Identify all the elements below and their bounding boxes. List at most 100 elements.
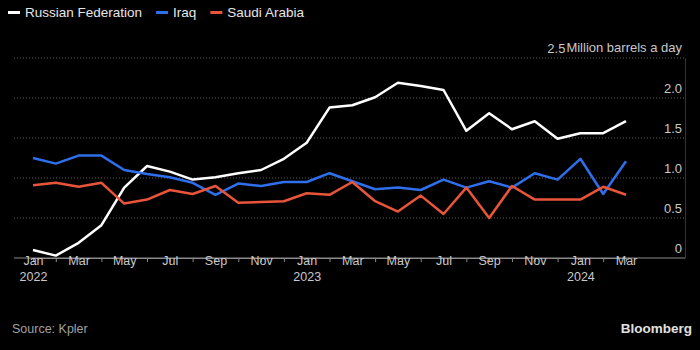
x-tick-label: Jan 2023 xyxy=(293,254,321,284)
x-tick: Sep xyxy=(479,254,501,268)
grid-line xyxy=(14,218,685,219)
x-tick-mark xyxy=(284,258,285,262)
x-tick-label-line: 2023 xyxy=(293,270,321,284)
grid-line xyxy=(14,178,685,179)
x-tick-mark xyxy=(421,258,422,262)
y-tick: 0 xyxy=(675,241,685,259)
x-tick-label-line: 2022 xyxy=(20,270,48,284)
grid-line xyxy=(14,138,685,139)
x-tick: May xyxy=(113,254,137,268)
y-tick: 1.5 xyxy=(664,121,685,139)
x-tick-label: Jan 2024 xyxy=(567,254,595,284)
chart: 0 0.5 1.0 1.5 2.0 2.5Million barrels a day Jan… xyxy=(0,0,700,350)
x-tick xyxy=(421,258,422,262)
x-tick-label-line: May xyxy=(387,254,411,268)
x-tick-label: Nov xyxy=(524,254,547,268)
y-tick: 2.0 xyxy=(664,81,685,99)
y-tick-label: 0.5 xyxy=(664,201,682,216)
legend-item: Saudi Arabia xyxy=(210,5,304,20)
x-tick-mark xyxy=(147,258,148,262)
x-tick-label: Jan2022 xyxy=(20,254,48,284)
x-tick: Jan 2024 xyxy=(567,254,595,284)
x-tick-label: May xyxy=(387,254,411,268)
x-tick-label: Jul xyxy=(162,254,178,268)
lines xyxy=(33,83,626,256)
legend-item: Russian Federation xyxy=(8,5,142,20)
legend-label: Iraq xyxy=(173,5,196,20)
x-tick-label-line: Sep xyxy=(205,254,227,268)
x-tick-mark xyxy=(466,258,467,262)
series-line xyxy=(33,182,626,218)
x-tick-label: Mar xyxy=(616,254,638,268)
x-tick-label-line: Sep xyxy=(479,254,501,268)
x-tick xyxy=(466,258,467,262)
x-tick xyxy=(375,258,376,262)
y-axis-line xyxy=(685,59,686,259)
x-tick: Mar xyxy=(68,254,90,268)
x-tick-mark xyxy=(101,258,102,262)
legend-swatch xyxy=(156,11,168,14)
x-tick xyxy=(238,258,239,262)
legend-label: Saudi Arabia xyxy=(227,5,304,20)
x-tick-mark xyxy=(603,258,604,262)
x-tick: Mar xyxy=(616,254,638,268)
x-tick-label: Mar xyxy=(68,254,90,268)
x-tick-label: May xyxy=(113,254,137,268)
x-tick-label-line: Mar xyxy=(616,254,638,268)
legend-swatch xyxy=(8,11,20,14)
x-tick: Sep xyxy=(205,254,227,268)
x-tick-label: Sep xyxy=(205,254,227,268)
legend-swatch xyxy=(210,11,222,14)
x-tick xyxy=(101,258,102,262)
legend: Russian Federation Iraq Saudi Arabia xyxy=(8,5,304,20)
y-tick-label: 2.5 xyxy=(547,41,565,56)
x-tick-label-line: Jan xyxy=(297,254,317,268)
x-tick xyxy=(284,258,285,262)
grid-line xyxy=(14,98,685,99)
x-tick xyxy=(558,258,559,262)
x-tick: May xyxy=(387,254,411,268)
x-tick xyxy=(603,258,604,262)
x-tick-label-line: Nov xyxy=(524,254,547,268)
x-tick: Nov xyxy=(524,254,547,268)
y-axis: 0 0.5 1.0 1.5 2.0 2.5 xyxy=(547,41,685,259)
series-line xyxy=(33,156,626,195)
series-line xyxy=(33,83,626,256)
x-tick-label-line: May xyxy=(113,254,137,268)
x-tick xyxy=(512,258,513,262)
y-tick-label: 1.5 xyxy=(664,121,682,136)
y-tick-label: 1.0 xyxy=(664,161,682,176)
grid-line xyxy=(14,58,685,59)
y-tick: 0.5 xyxy=(664,201,685,219)
y-tick-label: 2.0 xyxy=(664,81,682,96)
x-tick-mark xyxy=(56,258,57,262)
x-tick-mark xyxy=(238,258,239,262)
x-tick-label-line: Mar xyxy=(68,254,90,268)
x-tick-label-line: 2024 xyxy=(567,270,595,284)
x-tick-label: Nov xyxy=(250,254,273,268)
x-tick: Mar xyxy=(342,254,364,268)
x-axis: Jan2022MarMayJulSepNovJan2023MarMayJulSe… xyxy=(20,254,638,284)
x-tick: Jul xyxy=(436,254,452,268)
x-tick-label: Sep xyxy=(479,254,501,268)
source: Source: Kpler xyxy=(12,322,88,336)
x-tick: Jan 2023 xyxy=(293,254,321,284)
x-tick-mark xyxy=(558,258,559,262)
x-tick-mark xyxy=(512,258,513,262)
x-tick-mark xyxy=(193,258,194,262)
x-tick-label: Jul xyxy=(436,254,452,268)
x-tick-label: Mar xyxy=(342,254,364,268)
grid xyxy=(14,58,685,258)
background xyxy=(0,0,700,350)
x-tick-label-line: Jan xyxy=(571,254,591,268)
legend-item: Iraq xyxy=(156,5,196,20)
x-tick xyxy=(330,258,331,262)
x-tick: Jul xyxy=(162,254,178,268)
y-tick: 2.5 xyxy=(547,41,685,59)
credit: Bloomberg xyxy=(621,321,692,336)
y-tick: 1.0 xyxy=(664,161,685,179)
y-axis-title: Million barrels a day xyxy=(566,40,682,55)
legend-label: Russian Federation xyxy=(25,5,142,20)
x-tick-mark xyxy=(330,258,331,262)
x-tick xyxy=(193,258,194,262)
